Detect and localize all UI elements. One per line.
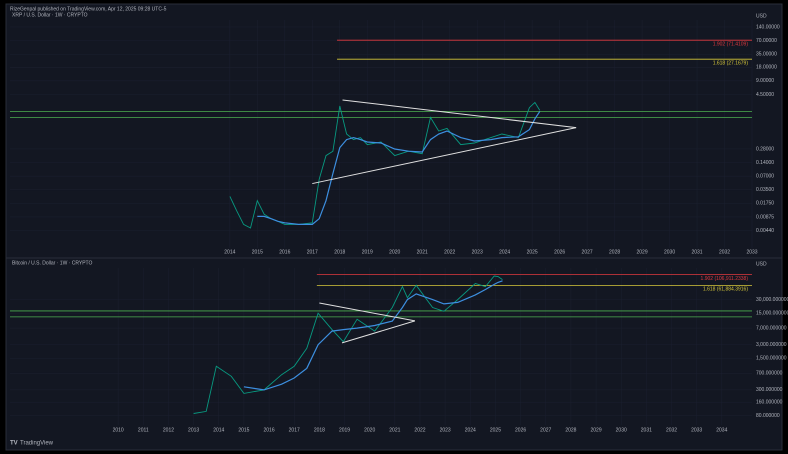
x-tick-label: 2020: [389, 249, 400, 255]
y-tick-label: 300.000000: [756, 387, 783, 393]
y-tick-label: 700.000000: [756, 371, 783, 377]
x-tick-label: 2015: [252, 249, 263, 255]
level-label: 1.902 (71.4109): [713, 42, 749, 48]
trend-line: [342, 99, 577, 129]
y-tick-label: 35.00000: [756, 52, 777, 58]
x-tick-label: 2012: [163, 427, 174, 433]
axis-unit: USD: [756, 261, 767, 267]
x-tick-label: 2029: [590, 427, 601, 433]
x-tick-label: 2026: [554, 249, 565, 255]
chart-title: XRP / U.S. Dollar · 1W · CRYPTO: [12, 12, 88, 18]
x-tick-label: 2031: [641, 427, 652, 433]
chart-title: Bitcoin / U.S. Dollar · 1W · CRYPTO: [12, 260, 92, 266]
plot-area: [10, 268, 752, 425]
x-tick-label: 2018: [334, 249, 345, 255]
x-tick-label: 2014: [224, 249, 235, 255]
axis-unit: USD: [756, 13, 767, 19]
x-tick-label: 2025: [490, 427, 501, 433]
y-tick-label: 4.50000: [756, 92, 774, 98]
x-tick-label: 2021: [417, 249, 428, 255]
x-tick-label: 2022: [414, 427, 425, 433]
x-tick-label: 2018: [314, 427, 325, 433]
y-tick-label: 80.000000: [756, 413, 780, 419]
trend-line: [341, 320, 416, 344]
level-label: 1.902 (106,911.2338): [701, 276, 749, 282]
x-tick-label: 2031: [691, 249, 702, 255]
x-tick-label: 2027: [582, 249, 593, 255]
x-tick-label: 2028: [609, 249, 620, 255]
x-tick-label: 2013: [188, 427, 199, 433]
x-tick-label: 2028: [565, 427, 576, 433]
x-tick-label: 2023: [440, 427, 451, 433]
x-tick-label: 2022: [444, 249, 455, 255]
x-tick-label: 2011: [138, 427, 149, 433]
y-tick-label: 30,000.000000: [756, 297, 788, 303]
y-tick-label: 0.07000: [756, 173, 774, 179]
x-tick-label: 2024: [499, 249, 510, 255]
y-tick-label: 0.00875: [756, 214, 774, 220]
x-tick-label: 2032: [719, 249, 730, 255]
x-tick-label: 2027: [540, 427, 551, 433]
logo: TV: [10, 441, 18, 447]
series-line: [257, 111, 541, 225]
x-tick-label: 2025: [527, 249, 538, 255]
x-tick-label: 2021: [389, 427, 400, 433]
x-tick-label: 2010: [113, 427, 124, 433]
y-tick-label: 0.03500: [756, 187, 774, 193]
x-tick-label: 2015: [238, 427, 249, 433]
y-tick-label: 0.14000: [756, 160, 774, 166]
x-tick-label: 2024: [465, 427, 476, 433]
x-tick-label: 2020: [364, 427, 375, 433]
x-tick-label: 2017: [307, 249, 318, 255]
y-tick-label: 140.00000: [756, 24, 780, 30]
x-tick-label: 2023: [472, 249, 483, 255]
y-tick-label: 9.00000: [756, 78, 774, 84]
x-tick-label: 2014: [213, 427, 224, 433]
y-tick-label: 18.00000: [756, 65, 777, 71]
series-line: [193, 275, 503, 414]
x-tick-label: 2033: [746, 249, 757, 255]
x-tick-label: 2030: [664, 249, 675, 255]
x-tick-label: 2016: [264, 427, 275, 433]
y-tick-label: 160.000000: [756, 400, 783, 406]
trend-line: [312, 127, 577, 185]
level-label: 1.618 (27.1679): [713, 61, 749, 67]
y-tick-label: 1,500.000000: [756, 356, 787, 362]
y-tick-label: 0.28000: [756, 146, 774, 152]
x-tick-label: 2029: [637, 249, 648, 255]
x-tick-label: 2026: [515, 427, 526, 433]
y-tick-label: 7,000.000000: [756, 325, 787, 331]
level-label: 1.618 (61,884.3916): [703, 287, 748, 293]
y-tick-label: 0.01750: [756, 201, 774, 207]
x-tick-label: 2030: [616, 427, 627, 433]
y-tick-label: 70.00000: [756, 38, 777, 44]
x-tick-label: 2019: [362, 249, 373, 255]
x-tick-label: 2033: [691, 427, 702, 433]
x-tick-label: 2032: [666, 427, 677, 433]
y-tick-label: 3,000.000000: [756, 342, 787, 348]
plot-area: [10, 20, 752, 248]
y-tick-label: 0.00440: [756, 228, 774, 234]
x-tick-label: 2034: [716, 427, 727, 433]
x-tick-label: 2016: [279, 249, 290, 255]
header: RizeGenpal published on TradingView.com,…: [10, 6, 167, 12]
x-tick-label: 2017: [289, 427, 300, 433]
series-line: [243, 280, 503, 391]
x-tick-label: 2019: [339, 427, 350, 433]
y-tick-label: 15,000.000000: [756, 310, 788, 316]
footer: TradingView: [20, 441, 54, 447]
trend-line: [319, 302, 416, 322]
